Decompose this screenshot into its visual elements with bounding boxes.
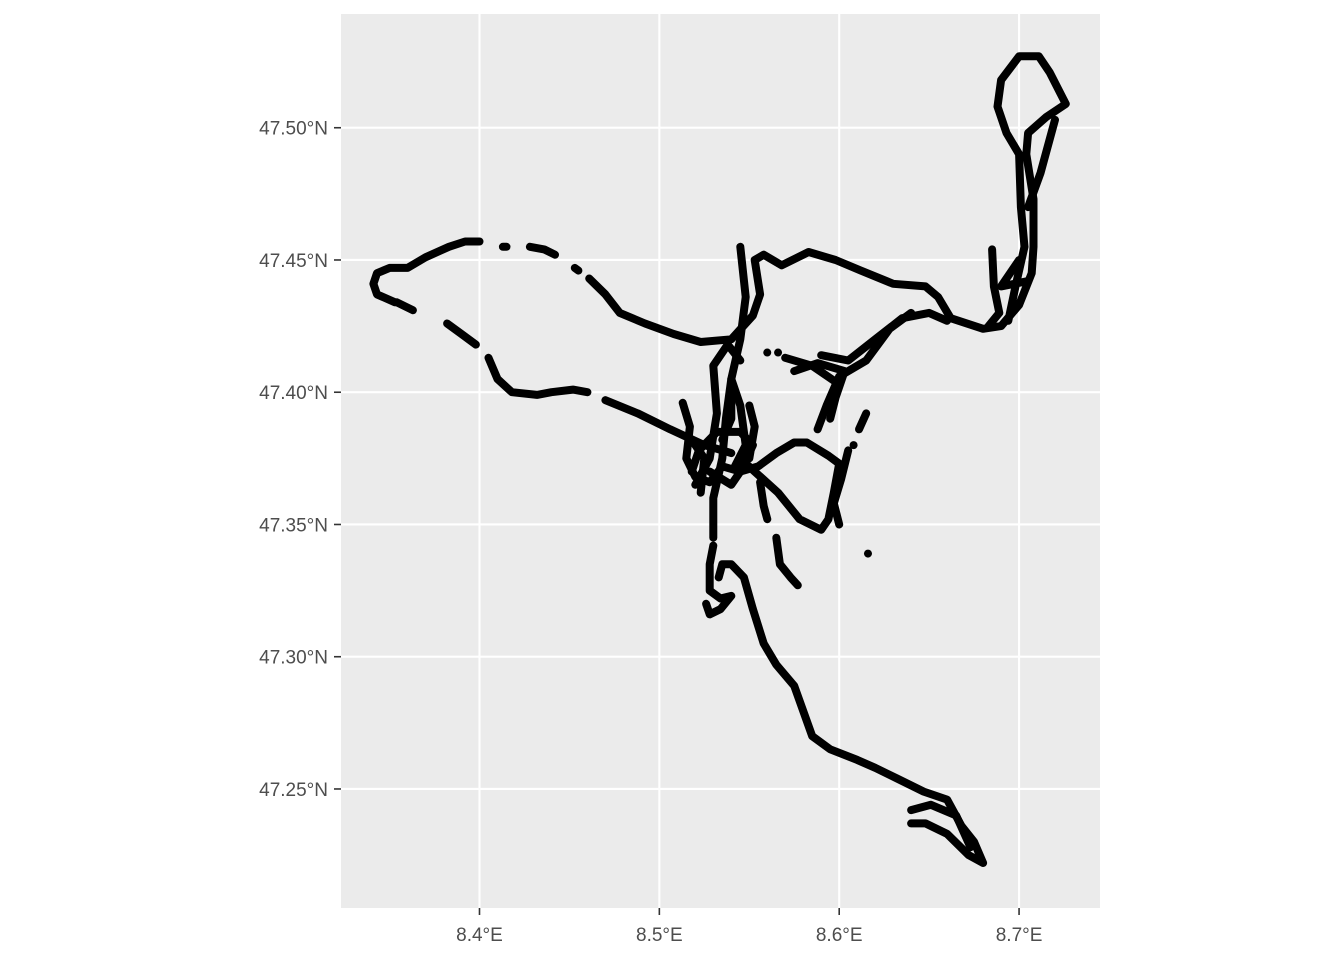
- gps-tracks: [369, 52, 1070, 867]
- track-series-14: [714, 560, 988, 867]
- track-series-9: [443, 319, 480, 349]
- y-axis: 47.25°N 47.30°N 47.35°N 47.40°N 47.45°N 47.50…: [259, 119, 341, 801]
- x-tick-label-0: 8.4°E: [456, 925, 503, 946]
- track-series-28: [687, 435, 709, 497]
- track-series-3: [570, 263, 583, 275]
- x-tick-label-2: 8.6°E: [816, 925, 863, 946]
- track-series-5: [984, 245, 1004, 331]
- data-point-0: [863, 549, 872, 558]
- track-series-6: [997, 256, 1033, 291]
- track-series-29: [718, 390, 736, 444]
- data-point-1: [763, 348, 772, 357]
- track-series-25: [829, 446, 853, 529]
- track-series-8: [392, 298, 417, 315]
- data-point-2: [774, 348, 783, 357]
- track-series-0: [369, 237, 484, 307]
- y-tick-label-3: 47.40°N: [259, 383, 328, 404]
- track-series-13: [702, 541, 736, 619]
- track-series-26: [756, 478, 772, 524]
- track-series-15: [907, 800, 975, 852]
- track-series-19: [727, 375, 750, 471]
- y-tick-label-2: 47.35°N: [259, 515, 328, 536]
- x-tick-label-3: 8.7°E: [996, 925, 1043, 946]
- track-series-30: [745, 401, 759, 463]
- x-axis: 8.4°E 8.5°E 8.6°E 8.7°E: [456, 908, 1042, 946]
- data-point-3: [849, 441, 858, 450]
- track-series-2: [525, 242, 559, 259]
- y-tick-label-4: 47.45°N: [259, 251, 328, 272]
- track-series-22: [813, 308, 916, 434]
- track-series-7: [1024, 115, 1059, 212]
- track-series-24: [855, 409, 871, 434]
- track-series-27: [772, 533, 802, 590]
- x-tick-label-1: 8.5°E: [636, 925, 683, 946]
- track-series-23: [781, 353, 844, 389]
- y-tick-label-5: 47.50°N: [259, 119, 328, 140]
- y-tick-label-1: 47.30°N: [259, 648, 328, 669]
- track-series-10: [484, 353, 592, 399]
- y-tick-label-0: 47.25°N: [259, 780, 328, 801]
